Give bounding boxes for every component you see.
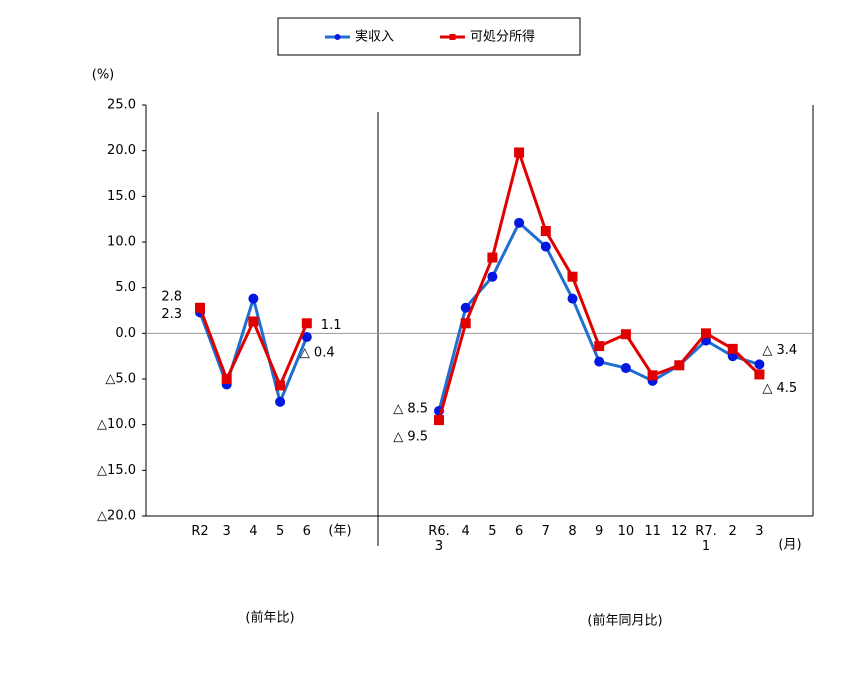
x-tick-label: 3 bbox=[222, 524, 231, 539]
y-tick-label: 25.0 bbox=[107, 98, 136, 113]
point bbox=[248, 316, 259, 327]
y-tick-label: 20.0 bbox=[107, 143, 136, 158]
x-tick-label: 8 bbox=[568, 524, 577, 539]
data-label: △ 8.5 bbox=[393, 401, 428, 416]
point bbox=[594, 341, 605, 352]
point bbox=[434, 415, 444, 426]
x-tick-label: 2 bbox=[728, 524, 737, 539]
panel-caption: (前年比) bbox=[245, 610, 294, 626]
x-tick-label: 4 bbox=[461, 524, 470, 539]
point bbox=[754, 369, 765, 380]
point bbox=[540, 226, 551, 237]
y-tick-label: △20.0 bbox=[97, 509, 136, 524]
point bbox=[674, 360, 685, 371]
y-tick-label: 5.0 bbox=[115, 280, 136, 295]
point bbox=[460, 318, 471, 329]
x-tick-label: 4 bbox=[249, 524, 258, 539]
x-tick-label: R6. 3 bbox=[428, 524, 450, 554]
data-label: 2.3 bbox=[161, 307, 182, 322]
legend-label: 可処分所得 bbox=[470, 29, 535, 45]
point bbox=[540, 241, 551, 252]
point bbox=[275, 396, 286, 407]
x-tick-label: R7. 1 bbox=[695, 524, 717, 554]
data-label: △ 9.5 bbox=[393, 430, 428, 445]
point bbox=[514, 147, 525, 158]
x-tick-label: 6 bbox=[514, 524, 524, 539]
y-tick-label: △5.0 bbox=[105, 372, 136, 387]
point bbox=[647, 370, 658, 381]
legend-marker bbox=[449, 34, 456, 40]
y-axis-label: (%) bbox=[92, 68, 115, 83]
point bbox=[701, 328, 711, 339]
x-tick-label: 3 bbox=[755, 524, 764, 539]
legend-marker bbox=[334, 34, 341, 40]
y-tick-label: △15.0 bbox=[97, 463, 136, 478]
point bbox=[487, 252, 498, 263]
x-tick-label: 7 bbox=[541, 524, 550, 539]
y-tick-label: △10.0 bbox=[97, 417, 136, 432]
x-axis-unit: (月) bbox=[778, 538, 801, 553]
x-tick-label: 6 bbox=[302, 524, 311, 539]
x-tick-label: R2 bbox=[191, 524, 209, 539]
point bbox=[567, 293, 578, 304]
x-tick-label: 5 bbox=[275, 524, 285, 539]
panel-caption: (前年同月比) bbox=[587, 613, 662, 629]
point bbox=[460, 302, 471, 313]
point bbox=[487, 271, 498, 282]
x-tick-label: 11 bbox=[644, 524, 661, 539]
point bbox=[514, 217, 525, 228]
x-tick-label: 5 bbox=[488, 524, 497, 539]
point bbox=[221, 374, 232, 384]
series-line bbox=[437, 220, 760, 412]
y-tick-label: 15.0 bbox=[107, 189, 136, 204]
point bbox=[620, 363, 631, 374]
point bbox=[754, 359, 765, 370]
data-label: △ 0.4 bbox=[300, 345, 335, 360]
point bbox=[727, 343, 738, 354]
legend-label: 実収入 bbox=[355, 29, 394, 45]
y-tick-label: 10.0 bbox=[107, 235, 136, 250]
x-axis-unit: (年) bbox=[328, 524, 351, 539]
x-tick-label: 12 bbox=[671, 524, 688, 539]
data-label: 1.1 bbox=[321, 318, 342, 333]
point bbox=[620, 329, 631, 340]
point bbox=[275, 380, 286, 391]
data-label: 2.8 bbox=[161, 289, 182, 304]
point bbox=[594, 356, 605, 367]
point bbox=[567, 271, 578, 282]
point bbox=[301, 318, 312, 329]
x-tick-label: 9 bbox=[595, 524, 604, 539]
point bbox=[195, 302, 205, 313]
x-tick-label: 10 bbox=[617, 524, 635, 539]
y-tick-label: 0.0 bbox=[115, 326, 136, 341]
point bbox=[301, 331, 312, 342]
data-label: △ 3.4 bbox=[762, 343, 797, 358]
point bbox=[248, 293, 259, 304]
data-label: △ 4.5 bbox=[762, 381, 797, 396]
series-line bbox=[437, 147, 761, 421]
